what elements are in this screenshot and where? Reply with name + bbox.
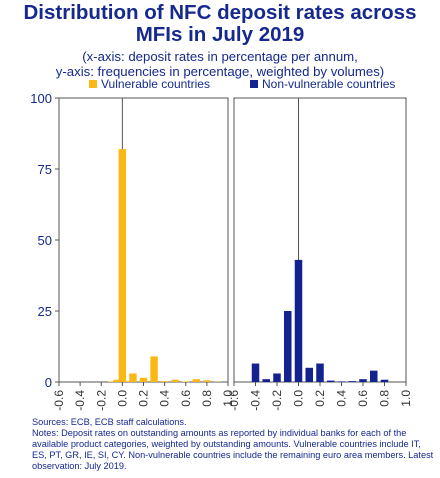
bar bbox=[139, 377, 148, 382]
bar bbox=[123, 381, 132, 382]
bar bbox=[348, 381, 357, 382]
legend-label-vulnerable: Vulnerable countries bbox=[101, 77, 210, 91]
notes: Sources: ECB, ECB staff calculations. No… bbox=[32, 417, 436, 472]
bar bbox=[113, 379, 121, 382]
notes-text: Notes: Deposit rates on outstanding amou… bbox=[32, 428, 434, 471]
x-tick-label: 0.4 bbox=[335, 390, 349, 407]
bar bbox=[294, 259, 303, 382]
bar bbox=[380, 379, 389, 382]
bar bbox=[316, 363, 324, 382]
bar bbox=[108, 381, 116, 382]
legend-swatch-non-vulnerable bbox=[250, 80, 258, 88]
x-tick-label: 1.0 bbox=[221, 390, 235, 407]
bar bbox=[283, 311, 292, 382]
x-tick-label: 0.4 bbox=[158, 390, 172, 407]
bar bbox=[203, 380, 211, 382]
x-tick-label: -0.4 bbox=[73, 390, 87, 411]
x-tick-label: 0.8 bbox=[200, 390, 214, 407]
x-tick-label: -0.6 bbox=[227, 390, 241, 411]
x-tick-label: 0.0 bbox=[292, 390, 306, 407]
chart-subtitle-line-2: y-axis: frequencies in percentage, weigh… bbox=[55, 63, 385, 79]
bar bbox=[273, 373, 281, 382]
panel-2: -0.6 -0.4 -0.2 0.0 0.2 0.4 0.6 0.8 1.0 bbox=[227, 97, 413, 411]
chart-title-line-1: Distribution of NFC deposit rates across bbox=[23, 1, 417, 24]
bar bbox=[171, 379, 179, 382]
chart-panels: 0 25 50 75 100 -0.6 -0.4 -0.2 0.0 0.2 0.4 0.6 0.8 1.0… bbox=[30, 91, 413, 411]
x-tick-label: 0.6 bbox=[179, 390, 193, 407]
bar bbox=[118, 149, 127, 382]
x-tick-label: 0.2 bbox=[313, 390, 327, 407]
y-tick-label: 50 bbox=[38, 233, 52, 248]
y-tick-label: 75 bbox=[38, 162, 52, 177]
panel-frame bbox=[233, 97, 407, 383]
bar bbox=[182, 381, 190, 382]
bar bbox=[337, 381, 346, 382]
bar bbox=[251, 363, 260, 382]
y-tick-label: 0 bbox=[45, 375, 52, 390]
panel-frame bbox=[58, 97, 229, 383]
y-tick-label: 100 bbox=[30, 91, 52, 106]
bar bbox=[326, 380, 335, 382]
bar bbox=[262, 379, 271, 382]
legend: Vulnerable countries Non-vulnerable coun… bbox=[89, 77, 395, 91]
sources-text: Sources: ECB, ECB staff calculations. bbox=[32, 417, 187, 427]
legend-swatch-vulnerable bbox=[89, 80, 97, 88]
chart-title-line-2: MFIs in July 2019 bbox=[135, 23, 305, 46]
bar bbox=[369, 370, 378, 382]
bar bbox=[129, 373, 137, 382]
chart-title: Distribution of NFC deposit rates across… bbox=[0, 2, 440, 46]
legend-label-non-vulnerable: Non-vulnerable countries bbox=[262, 77, 395, 91]
bar bbox=[160, 381, 169, 382]
bar bbox=[150, 356, 158, 382]
bar bbox=[192, 379, 201, 382]
x-tick-label: 0.6 bbox=[356, 390, 370, 407]
x-tick-label: 0.8 bbox=[378, 390, 392, 407]
y-tick-label: 25 bbox=[38, 304, 52, 319]
x-tick-label: -0.6 bbox=[52, 390, 66, 411]
panel-1: -0.6 -0.4 -0.2 0.0 0.2 0.4 0.6 0.8 1.0 bbox=[52, 97, 235, 411]
bar bbox=[359, 379, 367, 382]
x-tick-label: 1.0 bbox=[399, 390, 413, 407]
bar bbox=[305, 367, 314, 382]
x-tick-label: 0.0 bbox=[115, 390, 129, 407]
chart-subtitle: (x-axis: deposit rates in percentage per… bbox=[0, 49, 440, 79]
x-tick-label: -0.2 bbox=[270, 390, 284, 411]
x-tick-label: 0.2 bbox=[137, 390, 151, 407]
x-tick-label: -0.2 bbox=[94, 390, 108, 411]
chart-subtitle-line-1: (x-axis: deposit rates in percentage per… bbox=[82, 49, 358, 64]
x-tick-label: -0.4 bbox=[249, 390, 263, 411]
